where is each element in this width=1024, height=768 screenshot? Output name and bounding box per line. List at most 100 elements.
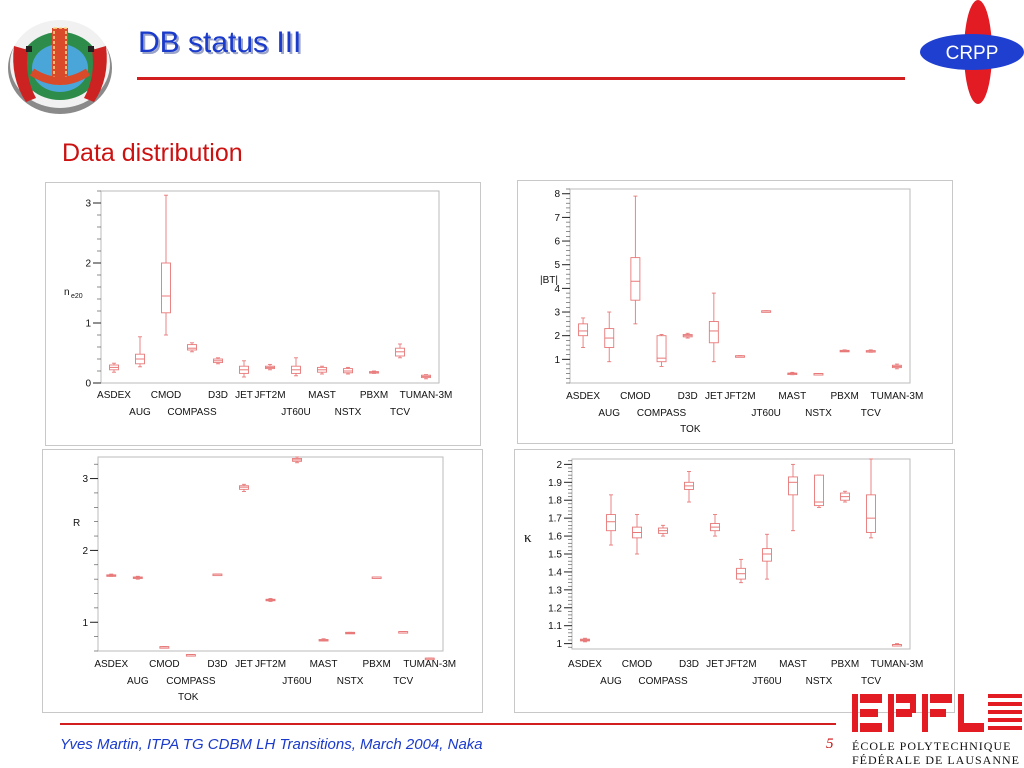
- x-tick-label: D3D: [207, 659, 227, 670]
- box-nstx: [345, 631, 356, 635]
- iqr-box: [656, 335, 667, 363]
- x-tick-label: MAST: [778, 391, 806, 402]
- x-tick-label: NSTX: [805, 408, 832, 419]
- x-tick-label: NSTX: [806, 676, 833, 687]
- iqr-box: [708, 321, 719, 344]
- box-tuman-3m: [424, 657, 435, 661]
- box-jt60u: [762, 533, 772, 580]
- y-axis-label: n: [64, 287, 70, 298]
- y-tick-label: 3: [85, 199, 91, 210]
- box-nstx: [343, 366, 353, 375]
- x-tick-label: D3D: [208, 390, 228, 401]
- x-tick-label: JFT2M: [255, 659, 286, 670]
- y-tick-label: 1.7: [548, 514, 562, 525]
- box-d3d: [212, 573, 223, 577]
- page-number: 5: [826, 736, 834, 752]
- x-tick-label: TCV: [390, 407, 410, 418]
- box-mast: [317, 365, 327, 375]
- box-pbxm: [839, 349, 850, 353]
- page-title-shadow: DB status III: [140, 28, 304, 61]
- y-tick-label: 5: [554, 260, 560, 271]
- x-tick-label: TUMAN-3M: [871, 659, 924, 670]
- plot-frame: [100, 190, 440, 384]
- radius-boxplot: 1 2 3 R ASDEX CMOD D3D JET JFT2M MAST PBXM TUMAN-3M…: [73, 456, 456, 703]
- x-tick-label: TUMAN-3M: [871, 391, 924, 402]
- y-tick-label: 2: [556, 460, 562, 471]
- y-tick-label: 2: [85, 259, 91, 270]
- epfl-name-line1: ÉCOLE POLYTECHNIQUE: [852, 739, 1012, 753]
- box-d3d: [213, 357, 223, 365]
- box-mast: [788, 463, 798, 532]
- box-tuman-3m: [892, 643, 902, 647]
- x-tick-label: JT60U: [751, 408, 780, 419]
- x-tick-label: CMOD: [151, 390, 182, 401]
- box-cmod: [630, 195, 641, 325]
- x-tick-label: JET: [706, 659, 724, 670]
- chart-panel-radius: 1 2 3 R ASDEX CMOD D3D JET JFT2M MAST PBXM TUMAN-3M…: [42, 449, 483, 713]
- x-tick-label: ASDEX: [97, 390, 131, 401]
- density-boxplot: 0 1 2 3 n e20 ASDEX CMOD D3D JET JFT2M MAST PBXM TUMA…: [64, 190, 452, 418]
- plot-frame: [97, 456, 444, 652]
- iqr-box: [161, 262, 171, 314]
- x-tick-label: AUG: [127, 676, 149, 687]
- section-subtitle: Data distribution: [62, 139, 243, 167]
- y-tick-label: 6: [554, 237, 560, 248]
- x-tick-label: JET: [235, 659, 253, 670]
- y-tick-label: 1.5: [548, 550, 562, 561]
- iqr-box: [762, 548, 772, 562]
- x-tick-label: CMOD: [622, 659, 653, 670]
- iqr-box: [606, 514, 616, 532]
- box-pbxm: [371, 576, 382, 579]
- x-tick-label: ASDEX: [94, 659, 128, 670]
- epfl-logo: [852, 690, 1022, 736]
- box-cmod: [632, 514, 642, 555]
- y-tick-label: 3: [554, 308, 560, 319]
- box-compass: [658, 524, 668, 537]
- y-tick-label: 1.8: [548, 496, 562, 507]
- x-axis-label: TOK: [680, 424, 701, 435]
- chart-panel-bt: 1 2 3 4 5 6 7 8 |BT| ASDEX CMOD D3D JET JFT2M MAST PBXM…: [517, 180, 953, 444]
- x-axis-label: TOK: [178, 692, 199, 703]
- x-tick-label: COMPASS: [637, 408, 687, 419]
- epfl-name-line2: FÉDÉRALE DE LAUSANNE: [852, 753, 1020, 767]
- box-tuman-3m: [891, 363, 902, 370]
- x-tick-label: PBXM: [360, 390, 388, 401]
- x-tick-label: TCV: [861, 408, 881, 419]
- x-tick-label: MAST: [308, 390, 336, 401]
- iqr-box: [187, 344, 197, 351]
- box-tcv: [398, 631, 409, 634]
- box-aug: [132, 575, 143, 580]
- crpp-logo: CRPP: [918, 0, 1024, 104]
- footer-divider: [60, 723, 836, 725]
- box-jet: [239, 483, 249, 492]
- y-tick-label: 1: [556, 639, 562, 650]
- x-tick-label: CMOD: [149, 659, 180, 670]
- y-tick-label: 0: [85, 379, 91, 390]
- box-aug: [135, 336, 145, 368]
- box-asdex: [580, 637, 590, 643]
- box-aug: [604, 311, 615, 363]
- box-d3d: [684, 471, 694, 503]
- iqr-box: [630, 257, 641, 301]
- x-tick-label: AUG: [598, 408, 620, 419]
- box-jet: [239, 360, 249, 378]
- x-tick-label: JT60U: [282, 676, 311, 687]
- box-cmod: [161, 194, 171, 336]
- y-tick-label: 1: [85, 319, 91, 330]
- box-cmod: [159, 646, 170, 649]
- x-tick-label: JFT2M: [254, 390, 285, 401]
- x-tick-label: ASDEX: [566, 391, 600, 402]
- x-tick-label: JT60U: [752, 676, 781, 687]
- y-tick-label: 1.4: [548, 567, 562, 578]
- box-jt60u: [761, 310, 772, 313]
- x-tick-label: JFT2M: [724, 391, 755, 402]
- x-tick-label: PBXM: [831, 659, 859, 670]
- box-d3d: [682, 332, 693, 339]
- page-title: DB status III: [138, 26, 302, 59]
- chart-panel-elongation: 1 1.1 1.2 1.3 1.4 1.5 1.6 1.7 1.8 1.9 2 κ ASDEX CMOD D…: [514, 449, 955, 713]
- box-mast: [318, 638, 329, 642]
- box-tcv: [865, 349, 876, 353]
- box-tcv: [395, 343, 405, 359]
- footer-text: Yves Martin, ITPA TG CDBM LH Transitions…: [60, 736, 483, 753]
- box-tuman-3m: [421, 374, 431, 380]
